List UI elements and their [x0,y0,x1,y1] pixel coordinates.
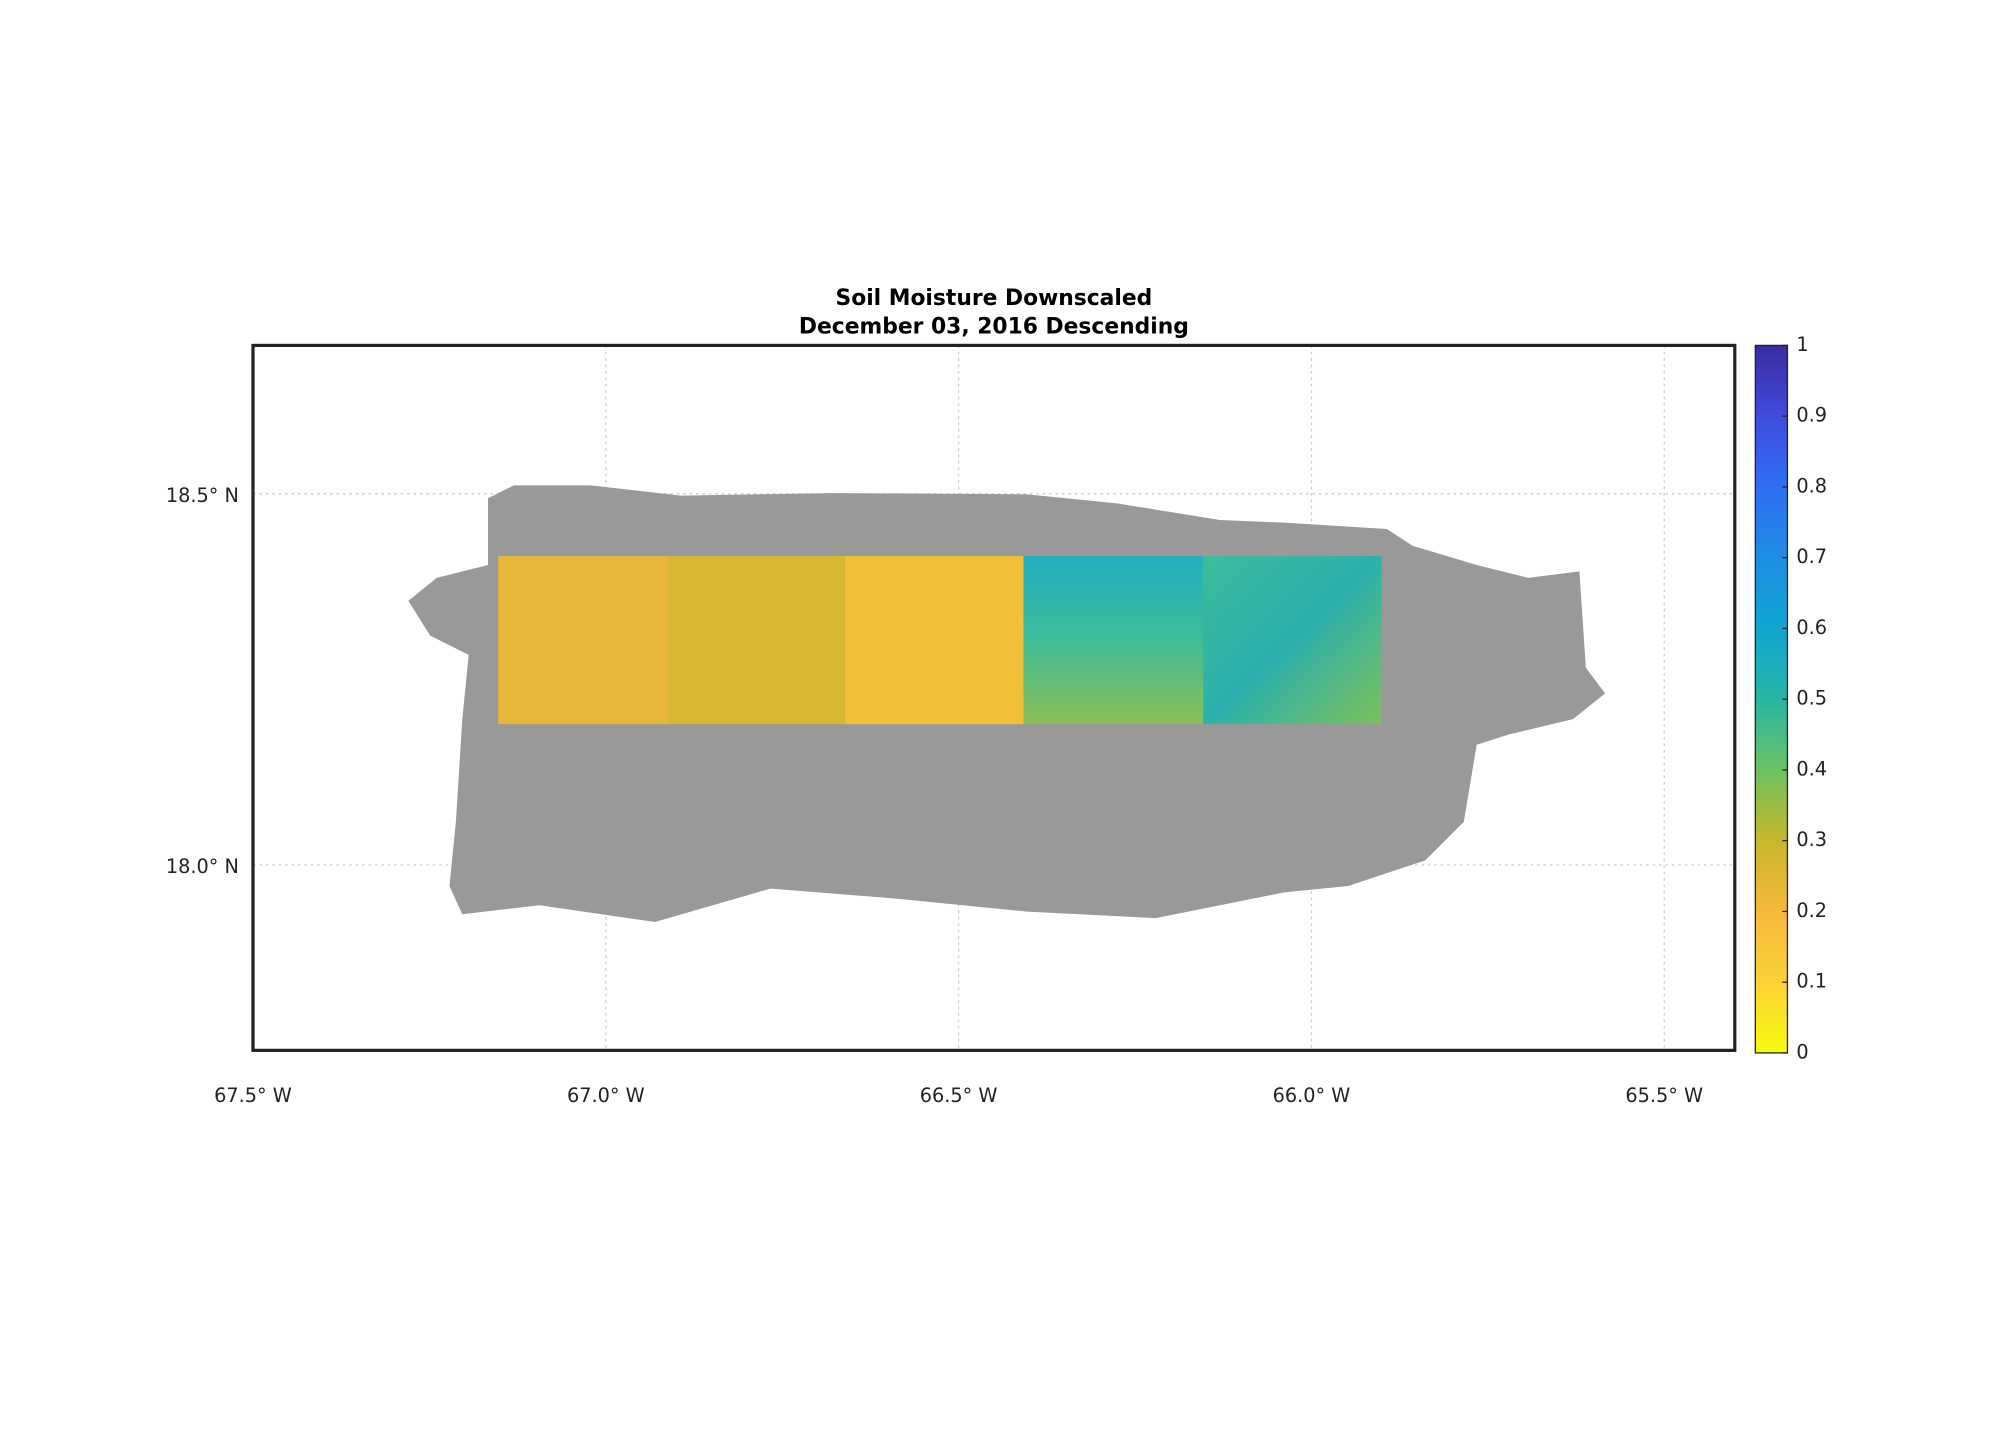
x-tick-label: 67.5° W [214,1084,292,1107]
data-swath [498,555,670,725]
chart-title: Soil Moisture Downscaled [835,286,1152,311]
colorbar-tick-label: 1 [1796,333,1808,356]
colorbar-tick-label: 0.6 [1796,616,1827,639]
chart-subtitle: December 03, 2016 Descending [799,314,1189,339]
x-tick-label: 67.0° W [567,1084,645,1107]
colorbar-tick-label: 0.3 [1796,828,1827,851]
colorbar [1754,344,1789,1054]
data-swath [667,555,847,725]
y-tick-label: 18.0° N [166,855,239,878]
colorbar-tick-label: 0.5 [1796,687,1827,710]
x-tick-label: 66.5° W [920,1084,998,1107]
x-tick-label: 65.5° W [1625,1084,1703,1107]
colorbar-tick-label: 0.8 [1796,474,1827,497]
axes-box [251,343,1737,1052]
data-swath [844,555,1025,725]
colorbar-tick-label: 0.4 [1796,757,1827,780]
data-swath [1203,555,1382,725]
colorbar-tick-label: 0.1 [1796,970,1827,993]
colorbar-tick-label: 0.9 [1796,404,1827,427]
y-tick-label: 18.5° N [166,484,239,507]
colorbar-tick-label: 0.7 [1796,545,1827,568]
colorbar-tick-label: 0.2 [1796,899,1827,922]
data-swath [1023,555,1205,725]
plot-area [408,485,1606,922]
x-tick-label: 66.0° W [1273,1084,1351,1107]
colorbar-tick-label: 0 [1796,1040,1808,1063]
